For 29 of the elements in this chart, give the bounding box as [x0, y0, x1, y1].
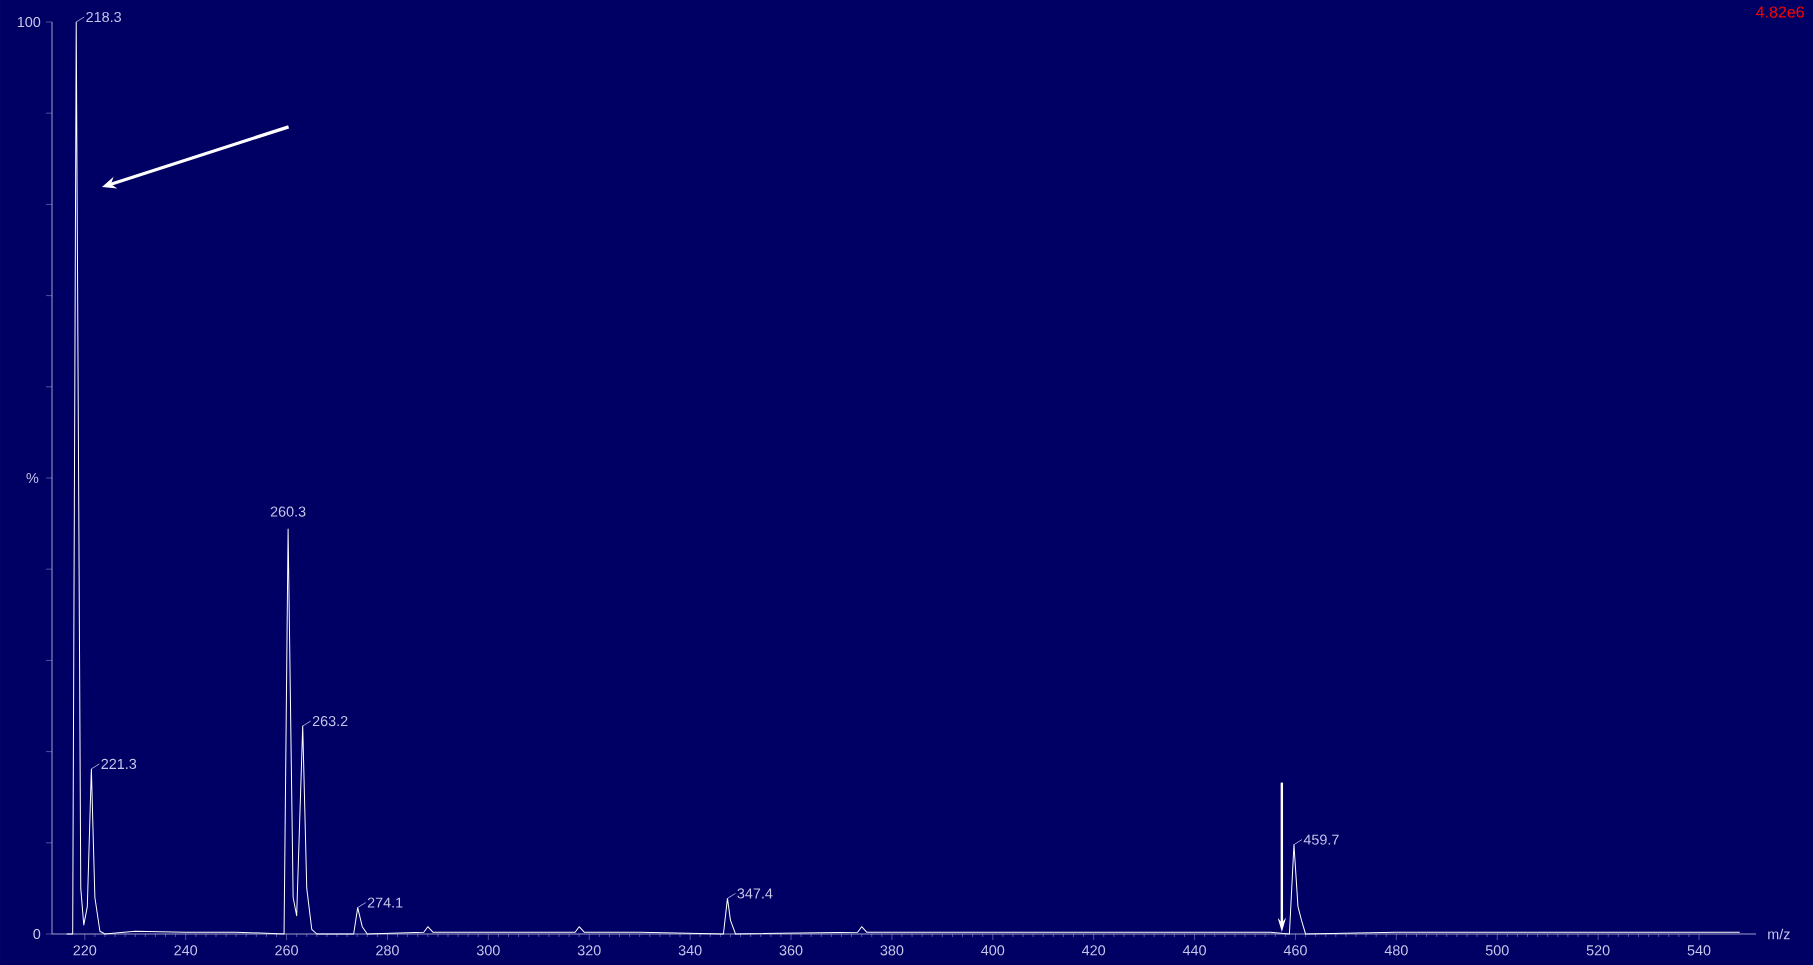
y-axis-title: %	[26, 472, 39, 484]
x-tick-label: 280	[376, 945, 399, 956]
x-tick-label: 220	[73, 945, 97, 956]
x-tick-label: 420	[1082, 945, 1106, 956]
annotation: 260.3	[270, 506, 306, 517]
x-tick-label: 240	[174, 945, 198, 956]
x-axis-title: m/z	[1768, 928, 1790, 940]
y-tick-label: 0	[33, 928, 41, 940]
annotation: 218.3	[86, 11, 122, 23]
x-tick-label: 260	[275, 945, 299, 956]
x-tick-label: 300	[476, 945, 500, 956]
x-tick-label: 460	[1283, 945, 1307, 956]
annotation: 263.2	[312, 715, 348, 727]
y-tick-label: 100	[17, 16, 41, 28]
x-tick-label: 400	[981, 945, 1005, 956]
x-tick-label: 320	[577, 945, 601, 956]
annotation: 347.4	[737, 888, 773, 899]
annotation: 221.3	[101, 758, 137, 770]
text: 4.82e6	[1756, 6, 1804, 18]
x-tick-label: 440	[1182, 945, 1207, 956]
x-tick-label: 340	[678, 945, 702, 956]
annotation: 459.7	[1303, 834, 1339, 845]
x-tick-label: 380	[880, 945, 904, 956]
x-tick-label: 520	[1586, 945, 1610, 956]
annotation: 274.1	[367, 897, 403, 908]
x-tick-label: 500	[1485, 945, 1509, 956]
x-tick-label: 480	[1384, 945, 1408, 956]
x-tick-label: 540	[1687, 945, 1711, 956]
x-tick-label: 360	[779, 945, 803, 956]
